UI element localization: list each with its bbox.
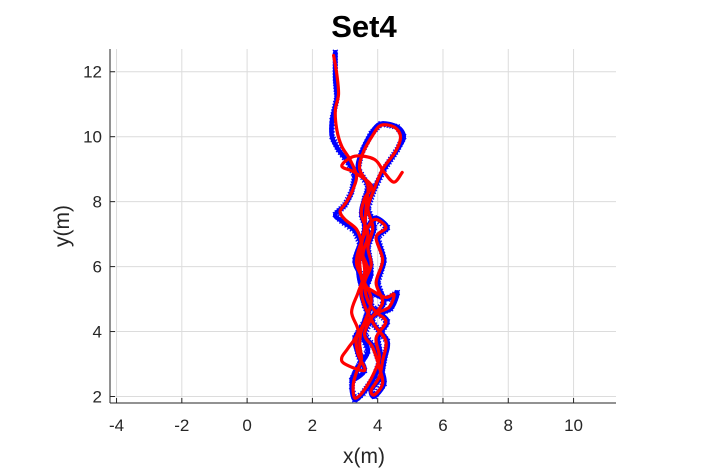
x-tick-label: 0: [242, 416, 251, 435]
y-axis-label: y(m): [51, 205, 74, 247]
tick-labels: -4 -2 0 2 4 6 8 10 2 4 6 8 10 12: [83, 63, 583, 435]
x-tick-label: 10: [564, 416, 583, 435]
series-line: [332, 53, 404, 400]
x-tick-label: 2: [308, 416, 317, 435]
x-tick-label: -4: [109, 416, 124, 435]
y-tick-label: 12: [83, 63, 102, 82]
y-tick-label: 8: [93, 193, 102, 212]
series-1: [332, 53, 404, 400]
x-tick-label: 4: [373, 416, 382, 435]
x-tick-label: -2: [174, 416, 189, 435]
chart-title: Set4: [331, 9, 397, 44]
x-tick-label: 8: [504, 416, 513, 435]
y-tick-label: 2: [93, 388, 102, 407]
axes: [109, 49, 616, 404]
series-point-marker: [363, 350, 370, 357]
x-tick-label: 6: [438, 416, 447, 435]
y-tick-label: 4: [93, 323, 102, 342]
x-axis-label: x(m): [343, 445, 385, 468]
series-layer: [329, 49, 407, 403]
grid: [110, 49, 616, 403]
y-tick-label: 10: [83, 128, 102, 147]
y-tick-label: 6: [93, 258, 102, 277]
